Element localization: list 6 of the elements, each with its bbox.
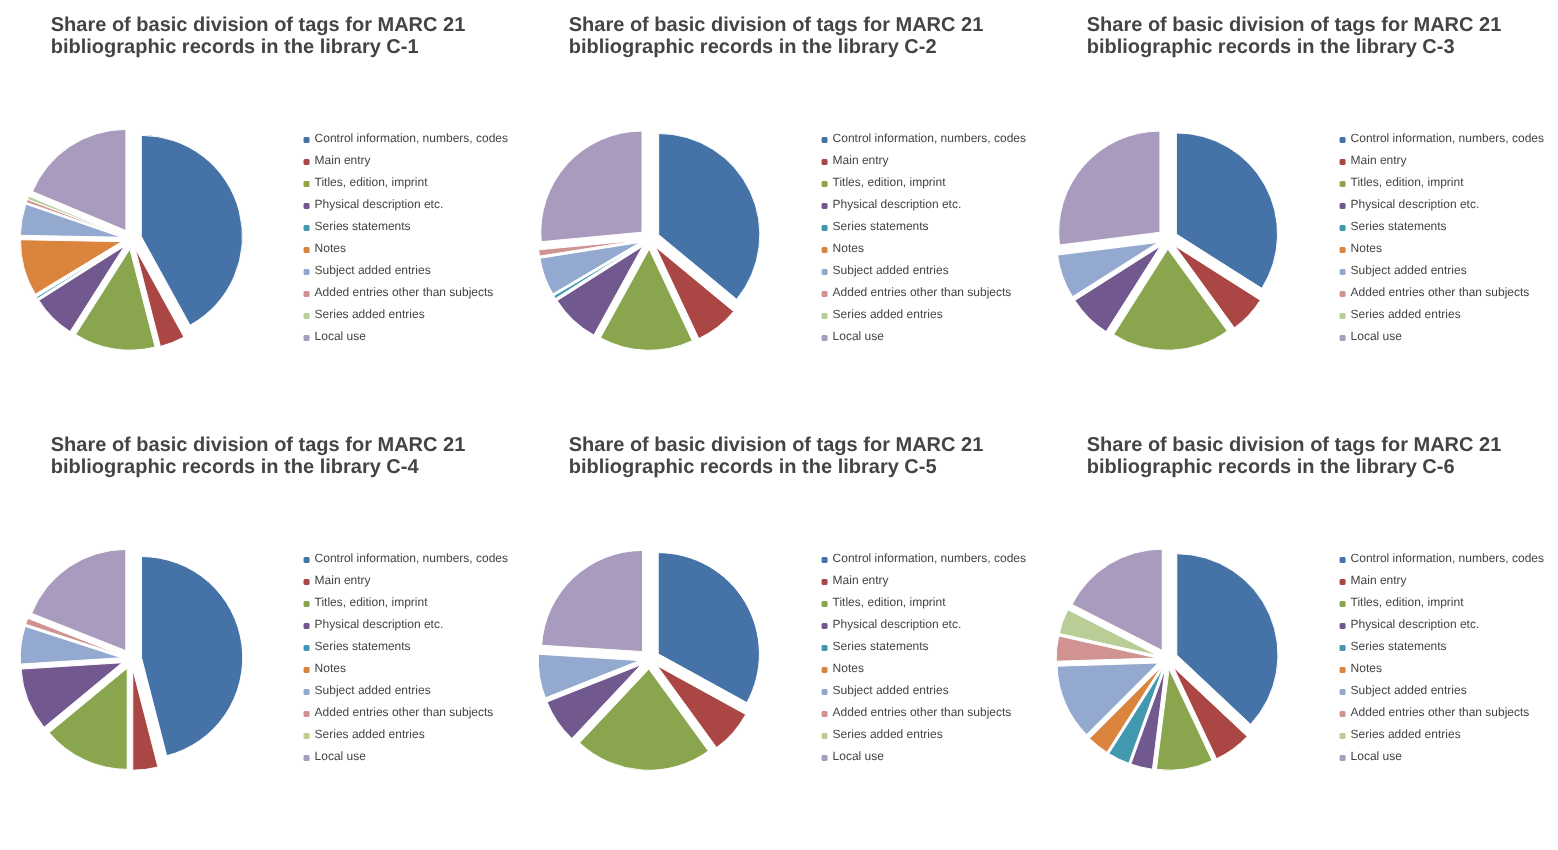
- chart-title: Share of basic division of tags for MARC 21 bibliographic records in the library C-2: [568, 15, 985, 59]
- chart-title: Share of basic division of tags for MARC 21 bibliographic records in the library C-3: [1086, 15, 1503, 59]
- chart-title: Share of basic division of tags for MARC 21 bibliographic records in the library C-5: [568, 435, 985, 479]
- chart-title: Share of basic division of tags for MARC 21 bibliographic records in the library C-4: [50, 435, 467, 479]
- chart-title: Share of basic division of tags for MARC 21 bibliographic records in the library C-6: [1086, 435, 1503, 479]
- chart-title: Share of basic division of tags for MARC 21 bibliographic records in the library C-1: [50, 15, 467, 59]
